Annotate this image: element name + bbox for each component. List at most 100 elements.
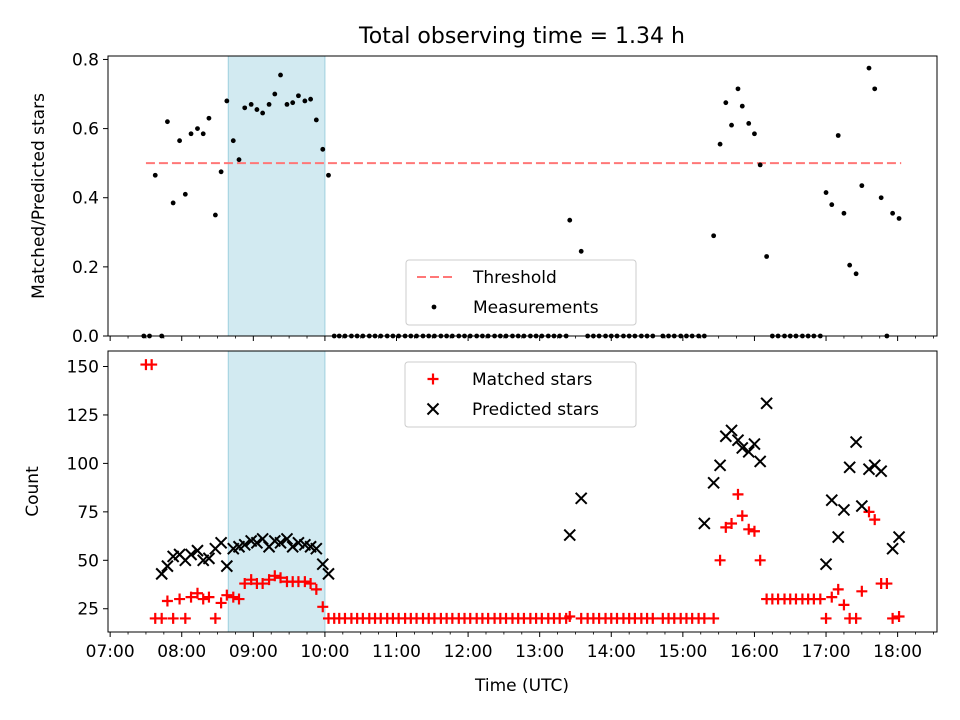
data-point	[825, 494, 838, 507]
data-point	[284, 101, 290, 107]
data-point	[302, 98, 308, 104]
count-legend: Matched stars Predicted stars	[404, 361, 637, 428]
data-point	[161, 595, 173, 607]
data-point	[890, 210, 896, 216]
data-point	[578, 248, 584, 254]
data-point	[866, 65, 872, 71]
x-tick-label: 07:00	[86, 642, 135, 662]
count-y-axis-label: Count	[23, 466, 43, 517]
ratio-panel-frame	[107, 55, 938, 337]
legend-label: Predicted stars	[472, 400, 599, 420]
x-tick-label: 17:00	[802, 642, 851, 662]
data-point	[214, 536, 228, 550]
data-point	[725, 424, 738, 437]
data-point	[170, 200, 176, 206]
legend-marker-swatch	[431, 304, 437, 310]
data-point	[764, 254, 770, 259]
data-point	[179, 612, 191, 624]
data-point	[152, 172, 158, 178]
data-point	[191, 544, 204, 557]
data-point	[893, 610, 905, 622]
legend-box	[404, 361, 637, 428]
data-point	[242, 105, 248, 111]
data-point	[269, 570, 281, 582]
x-tick-label: 11:00	[372, 642, 421, 662]
data-point	[814, 593, 826, 605]
y-tick-label: 0.6	[72, 120, 99, 140]
data-point	[278, 72, 283, 78]
data-point	[563, 528, 576, 542]
data-point	[230, 138, 236, 144]
ratio-panel: 0.00.20.40.60.8 Matched/Predicted stars …	[29, 50, 938, 347]
data-point	[887, 612, 899, 624]
data-point	[711, 233, 717, 239]
data-point	[567, 217, 573, 223]
data-point	[837, 503, 851, 517]
ratio-y-axis-label: Matched/Predicted stars	[29, 93, 49, 299]
data-point	[296, 93, 301, 99]
data-point	[872, 86, 878, 92]
x-tick-label: 08:00	[157, 642, 206, 662]
x-tick-label: 09:00	[229, 642, 278, 662]
data-point	[191, 587, 203, 599]
highlight-span-bottom	[227, 350, 326, 633]
data-point	[726, 517, 738, 529]
data-point	[752, 131, 757, 137]
count-points	[140, 359, 906, 624]
data-point	[310, 583, 322, 595]
y-tick-label: 150	[67, 358, 99, 378]
data-point	[717, 141, 723, 147]
legend-label: Matched stars	[472, 370, 592, 390]
series-matched-stars	[140, 359, 905, 624]
data-point	[731, 433, 745, 447]
data-point	[174, 593, 186, 605]
data-point	[708, 612, 720, 624]
legend-box	[405, 259, 637, 326]
y-tick-label: 125	[67, 406, 99, 426]
data-point	[847, 262, 853, 268]
data-point	[881, 578, 893, 590]
observing-window-span	[227, 55, 326, 337]
data-point	[161, 559, 174, 573]
data-point	[245, 574, 257, 586]
data-point	[736, 510, 748, 522]
legend-label: Threshold	[472, 268, 557, 288]
x-tick-label: 15:00	[658, 642, 707, 662]
data-point	[202, 552, 216, 565]
data-point	[280, 532, 294, 546]
x-tick-label: 13:00	[515, 642, 564, 662]
data-point	[185, 591, 197, 603]
data-point	[698, 612, 710, 624]
data-point	[308, 96, 313, 102]
data-point	[850, 612, 862, 624]
data-point	[250, 536, 264, 550]
data-point	[843, 461, 856, 474]
legend-marker-swatch	[427, 373, 439, 385]
legend-marker-swatch	[426, 402, 440, 416]
data-point	[564, 610, 576, 622]
data-point	[184, 548, 198, 561]
data-point	[707, 476, 720, 489]
count-y-axis: 25 50 75 100 125 150	[67, 358, 108, 620]
data-point	[248, 101, 254, 107]
data-point	[743, 523, 755, 535]
data-point	[732, 488, 744, 500]
data-point	[212, 212, 218, 218]
y-tick-label: 0.2	[72, 258, 99, 278]
data-point	[892, 530, 906, 544]
data-point	[841, 210, 847, 216]
data-point	[165, 119, 170, 125]
highlight-span-top	[227, 55, 326, 337]
ratio-legend: Threshold Measurements	[405, 259, 637, 326]
data-point	[829, 202, 835, 208]
data-point	[647, 612, 659, 624]
y-tick-label: 0.0	[72, 327, 99, 347]
data-point	[224, 98, 230, 104]
measurement-points	[141, 65, 902, 339]
x-tick-label: 10:00	[300, 642, 349, 662]
x-tick-label: 14:00	[587, 642, 636, 662]
x-tick-label: 18:00	[873, 642, 922, 662]
data-point	[896, 216, 902, 221]
y-tick-label: 100	[67, 454, 99, 474]
